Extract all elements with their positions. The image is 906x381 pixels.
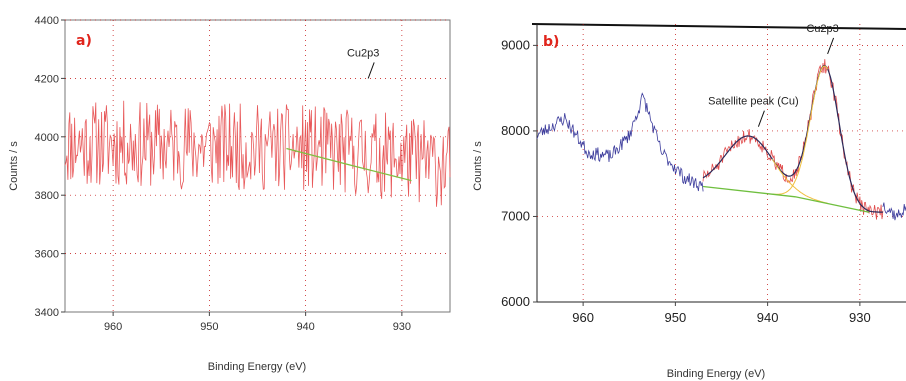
- annotation-leader: [757, 110, 765, 127]
- x-tick-label: 960: [104, 321, 122, 333]
- panel-b: 6000 7000 8000 9000 960 950 940 930 b) Satelli…: [472, 23, 906, 380]
- series-raw: [882, 202, 906, 221]
- annotation-leader: [827, 37, 835, 55]
- y-tick-label: 8000: [501, 123, 530, 138]
- x-tick-label: 960: [572, 310, 594, 325]
- x-tick-label: 940: [296, 321, 314, 333]
- panel-b-label: b): [543, 34, 559, 50]
- x-tick-label: 950: [665, 310, 687, 325]
- panel-b-annotations: Satellite peak (Cu) Cu2p3: [708, 23, 839, 127]
- y-tick-label: 6000: [501, 294, 530, 309]
- series-raw: [536, 92, 704, 192]
- y-tick-label: 3800: [35, 190, 59, 202]
- panel-b-x-ticks: 960 950 940 930: [572, 302, 871, 325]
- y-tick-label: 3600: [35, 249, 59, 261]
- x-tick-label: 930: [849, 310, 871, 325]
- panel-a: 3400 3600 3800 4000 4200 4400 960 950 940 930 a)…: [8, 15, 451, 373]
- panel-b-grid: [537, 24, 906, 302]
- series-background: [702, 185, 870, 213]
- panel-a-y-axis-label: Counts / s: [8, 141, 20, 191]
- annotation-label: Cu2p3: [347, 47, 379, 59]
- y-tick-label: 4400: [35, 15, 59, 27]
- panel-a-series: [64, 100, 451, 207]
- annotation-label: Cu2p3: [806, 23, 838, 35]
- series-spectrum: [64, 100, 451, 207]
- series-component-2: [772, 65, 829, 195]
- x-tick-label: 940: [757, 310, 779, 325]
- x-tick-label: 950: [200, 321, 218, 333]
- panel-a-plot-area: [64, 19, 451, 313]
- y-tick-label: 7000: [501, 208, 530, 223]
- panel-a-x-axis-label: Binding Energy (eV): [208, 361, 306, 373]
- panel-a-label: a): [76, 33, 92, 49]
- y-tick-label: 4000: [35, 132, 59, 144]
- panel-b-top-border: [531, 23, 906, 30]
- series-fit_raw: [702, 59, 884, 220]
- panel-a-y-ticks: 3400 3600 3800 4000 4200 4400: [35, 15, 65, 319]
- series-envelope: [702, 65, 883, 213]
- y-tick-label: 9000: [501, 37, 530, 52]
- panel-b-y-ticks: 6000 7000 8000 9000: [501, 37, 537, 309]
- annotation-label: Satellite peak (Cu): [708, 96, 799, 108]
- annotation-leader: [367, 62, 375, 79]
- panel-b-x-axis-label: Binding Energy (eV): [667, 368, 765, 380]
- panel-b-y-axis-label: Counts / s: [472, 141, 484, 191]
- panel-a-annotations: Cu2p3: [347, 47, 379, 79]
- y-tick-label: 3400: [35, 307, 59, 319]
- x-tick-label: 930: [393, 321, 411, 333]
- series-component-1: [771, 158, 828, 204]
- y-tick-label: 4200: [35, 73, 59, 85]
- panel-b-series: [536, 59, 906, 221]
- panel-a-x-ticks: 960 950 940 930: [104, 312, 411, 333]
- series-background: [286, 147, 412, 182]
